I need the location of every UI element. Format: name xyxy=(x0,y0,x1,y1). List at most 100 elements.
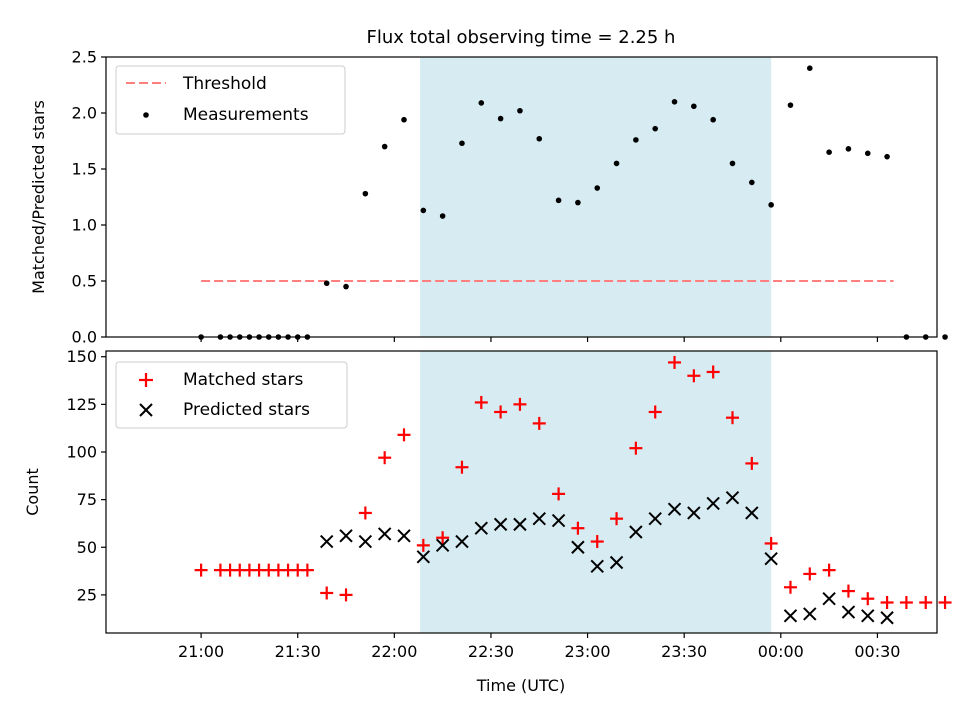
measurement-point xyxy=(401,116,407,123)
matched-star-point xyxy=(194,563,208,577)
bottom-x-axis: 21:00 21:30 22:00 22:30 23:00 23:30 00:00 00:30 xyxy=(178,633,900,661)
matched-star-point xyxy=(300,563,314,577)
matched-star-point xyxy=(339,588,353,602)
predicted-star-point xyxy=(571,540,585,554)
matched-star-point xyxy=(648,405,662,419)
predicted-star-point xyxy=(590,559,604,574)
matched-star-point xyxy=(532,416,546,430)
x-tick-label: 22:30 xyxy=(468,642,514,661)
y-tick-label: 75 xyxy=(77,490,97,509)
measurement-point xyxy=(439,213,446,219)
predicted-star-point xyxy=(513,517,527,532)
predicted-star-point xyxy=(435,538,450,553)
top-legend: Threshold Measurements xyxy=(115,65,346,135)
measurement-point xyxy=(864,150,871,157)
matched-star-point xyxy=(880,596,894,610)
measurement-point xyxy=(555,197,562,204)
predicted-star-point xyxy=(764,551,778,566)
predicted-star-point xyxy=(880,611,894,625)
matched-star-point xyxy=(571,521,585,535)
bottom-panel: 25 50 75 100 125 150 21:00 21:30 22:00 22:30 23:0… xyxy=(23,347,952,695)
x-tick-label: 00:30 xyxy=(854,642,900,661)
matched-star-point xyxy=(358,506,372,520)
predicted-star-point xyxy=(319,534,334,549)
y-tick-label: 2.0 xyxy=(72,104,97,123)
matched-star-point xyxy=(745,456,759,470)
top-y-axis-label: Matched/Predicted stars xyxy=(29,100,48,294)
legend-measurement-label: Measurements xyxy=(183,105,309,125)
predicted-star-point xyxy=(629,525,643,539)
measurement-point xyxy=(459,140,465,147)
measurement-point xyxy=(729,160,736,167)
matched-star-point xyxy=(610,512,624,526)
measurement-point xyxy=(594,185,601,191)
matched-star-point xyxy=(513,397,527,411)
predicted-star-point xyxy=(841,605,856,619)
y-tick-label: 50 xyxy=(77,538,97,557)
legend-predicted-swatch xyxy=(139,403,153,417)
predicted-star-point xyxy=(397,529,411,543)
matched-star-point xyxy=(803,567,817,581)
predicted-star-points xyxy=(319,491,894,625)
measurement-point xyxy=(323,280,330,287)
matched-star-point xyxy=(822,563,836,577)
y-tick-label: 150 xyxy=(66,347,97,366)
predicted-star-point xyxy=(648,511,662,526)
predicted-star-point xyxy=(474,521,488,535)
measurement-points xyxy=(198,65,948,340)
top-x-axis xyxy=(200,337,879,342)
predicted-star-point xyxy=(803,607,817,621)
measurement-point xyxy=(845,146,852,152)
matched-star-point xyxy=(494,405,508,419)
x-tick-label: 21:00 xyxy=(178,642,224,661)
legend-threshold-label: Threshold xyxy=(182,74,267,94)
y-tick-label: 0.5 xyxy=(72,272,97,291)
measurement-point xyxy=(575,199,581,206)
bottom-legend: Matched stars Predicted stars xyxy=(115,361,348,429)
top-axes-frame xyxy=(105,56,938,338)
measurement-point xyxy=(420,207,427,214)
predicted-star-point xyxy=(416,550,431,564)
measurement-point xyxy=(478,100,485,106)
y-tick-label: 0.0 xyxy=(72,328,97,347)
matched-star-point xyxy=(725,411,739,425)
measurement-point xyxy=(710,116,716,123)
measurement-point xyxy=(343,283,349,290)
predicted-star-point xyxy=(861,609,875,623)
top-observing-span xyxy=(420,57,772,337)
measurement-point xyxy=(826,149,832,155)
measurement-point xyxy=(691,103,697,110)
predicted-star-point xyxy=(339,529,353,543)
matched-star-point xyxy=(590,535,604,549)
predicted-star-point xyxy=(667,502,682,516)
measurement-point xyxy=(633,137,639,143)
x-tick-label: 21:30 xyxy=(275,642,321,661)
chart-title: Flux total observing time = 2.25 h xyxy=(367,27,676,48)
predicted-star-point xyxy=(725,491,740,505)
matched-star-point xyxy=(378,451,392,465)
bottom-y-axis-label: Count xyxy=(23,468,42,516)
x-tick-label: 22:00 xyxy=(371,642,417,661)
measurement-point xyxy=(652,125,659,132)
matched-star-point xyxy=(416,538,430,552)
legend-measurement-swatch xyxy=(143,112,149,118)
measurement-point xyxy=(497,115,504,122)
legend-predicted-label: Predicted stars xyxy=(183,400,310,420)
bottom-y-axis: 25 50 75 100 125 150 xyxy=(66,347,106,604)
matched-star-point xyxy=(397,428,411,442)
measurement-point xyxy=(517,107,523,114)
bottom-legend-box xyxy=(115,361,348,429)
y-tick-label: 25 xyxy=(77,585,97,604)
measurement-point xyxy=(362,190,369,197)
legend-matched-swatch xyxy=(139,373,153,387)
matched-star-point xyxy=(899,596,913,610)
predicted-star-point xyxy=(532,511,546,526)
predicted-star-point xyxy=(358,534,373,549)
x-axis-label: Time (UTC) xyxy=(476,676,565,695)
matched-star-point xyxy=(861,592,875,606)
matched-star-point xyxy=(474,395,488,409)
predicted-star-point xyxy=(783,609,798,623)
matched-star-point xyxy=(783,580,797,594)
predicted-star-point xyxy=(706,496,720,511)
